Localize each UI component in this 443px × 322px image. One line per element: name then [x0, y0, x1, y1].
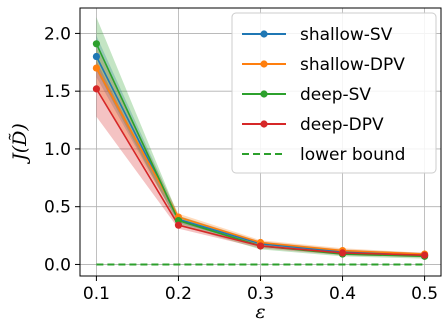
y-axis-label: J(D̃) [9, 123, 31, 165]
legend: shallow-SV shallow-DPV deep-SV deep-DPV lowe… [231, 12, 437, 174]
legend-shallow-sv-marker [260, 30, 268, 38]
y-tick-label: 1.0 [44, 140, 71, 160]
deep-dpv-point [256, 242, 265, 250]
legend-lower-bound-label: lower bound [300, 145, 405, 165]
y-tick-label: 2.0 [44, 24, 71, 44]
x-tick-label: 0.4 [329, 284, 356, 304]
deep-dpv-point [92, 85, 101, 93]
legend-shallow-dpv-marker [260, 60, 268, 68]
deep-dpv-point [420, 251, 429, 259]
deep-sv-point [92, 40, 101, 48]
x-axis-label: ε [255, 301, 265, 322]
series-points [92, 40, 429, 260]
axis-ticks: 0.1 0.2 0.3 0.4 0.5 0.0 0.5 1.0 1.5 2.0 [44, 24, 438, 304]
shallow-sv-point [92, 52, 101, 61]
legend-deep-dpv-label: deep-DPV [300, 115, 384, 135]
legend-shallow-sv-label: shallow-SV [300, 25, 393, 45]
x-tick-label: 0.5 [411, 284, 438, 304]
deep-dpv-point [338, 249, 347, 257]
legend-deep-sv-marker [260, 90, 268, 98]
legend-box [231, 12, 437, 174]
x-tick-label: 0.1 [83, 284, 110, 304]
legend-deep-dpv-marker [260, 120, 268, 128]
legend-shallow-dpv-label: shallow-DPV [300, 55, 405, 75]
y-tick-label: 0.0 [44, 255, 71, 275]
y-tick-label: 1.5 [44, 82, 71, 102]
legend-deep-sv-label: deep-SV [300, 85, 371, 105]
y-tick-label: 0.5 [44, 198, 71, 218]
deep-dpv-point [174, 221, 183, 229]
x-tick-label: 0.3 [247, 284, 274, 304]
shallow-dpv-point [92, 64, 101, 72]
x-tick-label: 0.2 [165, 284, 192, 304]
